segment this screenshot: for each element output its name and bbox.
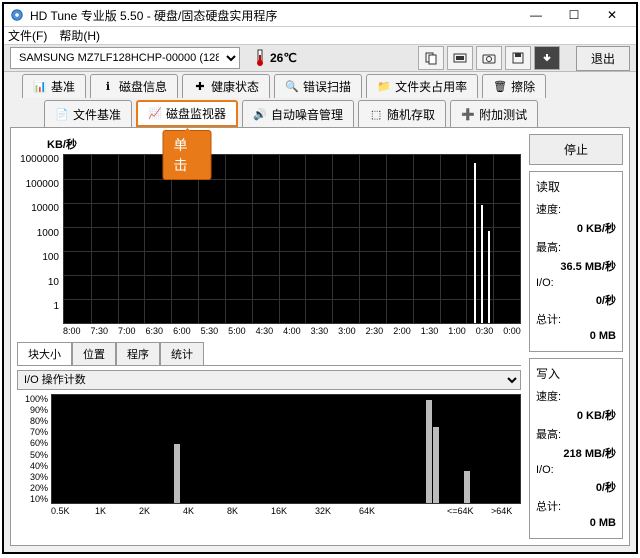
tab-icon: 🔍 <box>285 80 299 94</box>
minimize-button[interactable]: — <box>518 4 554 26</box>
menu-help[interactable]: 帮助(H) <box>59 27 100 44</box>
tab-label: 健康状态 <box>211 78 259 95</box>
transfer-chart: 1000000100000100001000100101 <box>17 154 521 324</box>
left-column: KB/秒 1000000100000100001000100101 8:007:… <box>17 134 521 539</box>
read-max-label: 最高: <box>536 239 561 255</box>
copy-screenshot-button[interactable] <box>447 46 473 70</box>
tab-label: 基准 <box>51 78 75 95</box>
temperature: 26℃ <box>254 49 297 67</box>
tab-磁盘信息[interactable]: ℹ 磁盘信息 <box>90 74 178 98</box>
tab-label: 错误扫描 <box>303 78 351 95</box>
read-io-label: I/O: <box>536 277 554 289</box>
screenshot-button[interactable] <box>476 46 502 70</box>
toolbar: SAMSUNG MZ7LF128HCHP-00000 (128 gl 26℃ 退… <box>4 45 636 72</box>
io-metric-select[interactable]: I/O 操作计数 <box>17 370 521 390</box>
tab-icon: 📈 <box>148 107 162 121</box>
write-total-label: 总计: <box>536 498 561 514</box>
tab-row-1: 📊 基准 ℹ 磁盘信息 ✚ 健康状态 🔍 错误扫描 📁 文件夹占用率 🗑 擦除 <box>4 72 636 98</box>
write-max-label: 最高: <box>536 426 561 442</box>
tab-row-2: 📄文件基准📈磁盘监视器单击🔊自动噪音管理⬚随机存取➕附加测试 <box>4 98 636 127</box>
read-total-label: 总计: <box>536 311 561 327</box>
tab-label: 擦除 <box>511 78 535 95</box>
tab-icon: ✚ <box>193 80 207 94</box>
chart1-plot <box>63 154 521 324</box>
content-area: KB/秒 1000000100000100001000100101 8:007:… <box>10 127 630 546</box>
tab-icon: ➕ <box>461 107 475 121</box>
tab-文件基准[interactable]: 📄 文件基准 <box>44 100 132 127</box>
save-button[interactable] <box>505 46 531 70</box>
read-panel: 读取 速度: 0 KB/秒 最高: 36.5 MB/秒 I/O: 0/秒 总计:… <box>529 171 623 352</box>
close-button[interactable]: ✕ <box>594 4 630 26</box>
read-speed-value: 0 KB/秒 <box>577 220 616 236</box>
write-speed-value: 0 KB/秒 <box>577 407 616 423</box>
read-speed-label: 速度: <box>536 201 561 217</box>
tab-label: 文件基准 <box>73 106 121 123</box>
stop-button[interactable]: 停止 <box>529 134 623 165</box>
app-icon <box>10 8 24 22</box>
exit-button[interactable]: 退出 <box>576 46 630 71</box>
tab-icon: 📊 <box>33 80 47 94</box>
read-total-value: 0 MB <box>590 330 616 342</box>
write-title: 写入 <box>536 365 616 382</box>
tab-label: 文件夹占用率 <box>395 78 467 95</box>
write-max-value: 218 MB/秒 <box>563 445 616 461</box>
right-column: 停止 读取 速度: 0 KB/秒 最高: 36.5 MB/秒 I/O: 0/秒 … <box>529 134 623 539</box>
subtab-程序[interactable]: 程序 <box>116 342 160 365</box>
tab-icon: 🗑 <box>493 80 507 94</box>
write-io-label: I/O: <box>536 464 554 476</box>
thermometer-icon <box>254 49 266 67</box>
window-title: HD Tune 专业版 5.50 - 硬盘/固态硬盘实用程序 <box>30 7 518 24</box>
tab-磁盘监视器[interactable]: 📈磁盘监视器单击 <box>136 100 238 127</box>
drive-select[interactable]: SAMSUNG MZ7LF128HCHP-00000 (128 gl <box>10 47 240 69</box>
read-io-value: 0/秒 <box>596 292 616 308</box>
tab-附加测试[interactable]: ➕ 附加测试 <box>450 100 538 127</box>
copy-info-button[interactable] <box>418 46 444 70</box>
maximize-button[interactable]: ☐ <box>556 4 592 26</box>
menu-file[interactable]: 文件(F) <box>8 27 47 44</box>
blocksize-chart: 100%90%80%70%60%50%40%30%20%10% <box>17 394 521 504</box>
write-panel: 写入 速度: 0 KB/秒 最高: 218 MB/秒 I/O: 0/秒 总计: … <box>529 358 623 539</box>
subtab-位置[interactable]: 位置 <box>72 342 116 365</box>
read-title: 读取 <box>536 178 616 195</box>
tab-文件夹占用率[interactable]: 📁 文件夹占用率 <box>366 74 478 98</box>
tab-错误扫描[interactable]: 🔍 错误扫描 <box>274 74 362 98</box>
window-controls: — ☐ ✕ <box>518 4 630 26</box>
chart2-yaxis: 100%90%80%70%60%50%40%30%20%10% <box>17 394 51 504</box>
tab-随机存取[interactable]: ⬚ 随机存取 <box>358 100 446 127</box>
read-max-value: 36.5 MB/秒 <box>560 258 616 274</box>
chart1-yaxis: 1000000100000100001000100101 <box>17 154 63 324</box>
tab-label: 随机存取 <box>387 106 435 123</box>
tab-label: 磁盘监视器 <box>166 105 226 122</box>
callout: 单击 <box>163 130 212 180</box>
tab-label: 附加测试 <box>479 106 527 123</box>
toolbar-buttons <box>418 46 560 70</box>
subtab-块大小[interactable]: 块大小 <box>17 342 72 365</box>
write-speed-label: 速度: <box>536 388 561 404</box>
chart1-ylabel: KB/秒 <box>47 136 521 152</box>
tab-label: 自动噪音管理 <box>271 106 343 123</box>
tab-icon: 📁 <box>377 80 391 94</box>
chart1-xaxis: 8:007:307:006:306:005:305:004:304:003:30… <box>17 326 521 336</box>
menubar: 文件(F) 帮助(H) <box>4 27 636 45</box>
tab-健康状态[interactable]: ✚ 健康状态 <box>182 74 270 98</box>
tab-自动噪音管理[interactable]: 🔊 自动噪音管理 <box>242 100 354 127</box>
chart2-xaxis: 0.5K1K2K4K8K16K32K64K<=64K>64K <box>17 506 521 516</box>
chart2-plot <box>51 394 521 504</box>
app-window: HD Tune 专业版 5.50 - 硬盘/固态硬盘实用程序 — ☐ ✕ 文件(… <box>2 2 638 554</box>
tabstrip: 📊 基准 ℹ 磁盘信息 ✚ 健康状态 🔍 错误扫描 📁 文件夹占用率 🗑 擦除 📄 文件基准 📈 磁盘监视器… <box>4 72 636 127</box>
write-total-value: 0 MB <box>590 517 616 529</box>
subtab-统计[interactable]: 统计 <box>160 342 204 365</box>
tab-label: 磁盘信息 <box>119 78 167 95</box>
write-io-value: 0/秒 <box>596 479 616 495</box>
tab-icon: 📄 <box>55 107 69 121</box>
tab-基准[interactable]: 📊 基准 <box>22 74 86 98</box>
tab-icon: 🔊 <box>253 107 267 121</box>
tab-icon: ℹ <box>101 80 115 94</box>
titlebar: HD Tune 专业版 5.50 - 硬盘/固态硬盘实用程序 — ☐ ✕ <box>4 4 636 27</box>
tab-擦除[interactable]: 🗑 擦除 <box>482 74 546 98</box>
subtabs: 块大小位置程序统计 <box>17 342 521 366</box>
tab-icon: ⬚ <box>369 107 383 121</box>
options-button[interactable] <box>534 46 560 70</box>
